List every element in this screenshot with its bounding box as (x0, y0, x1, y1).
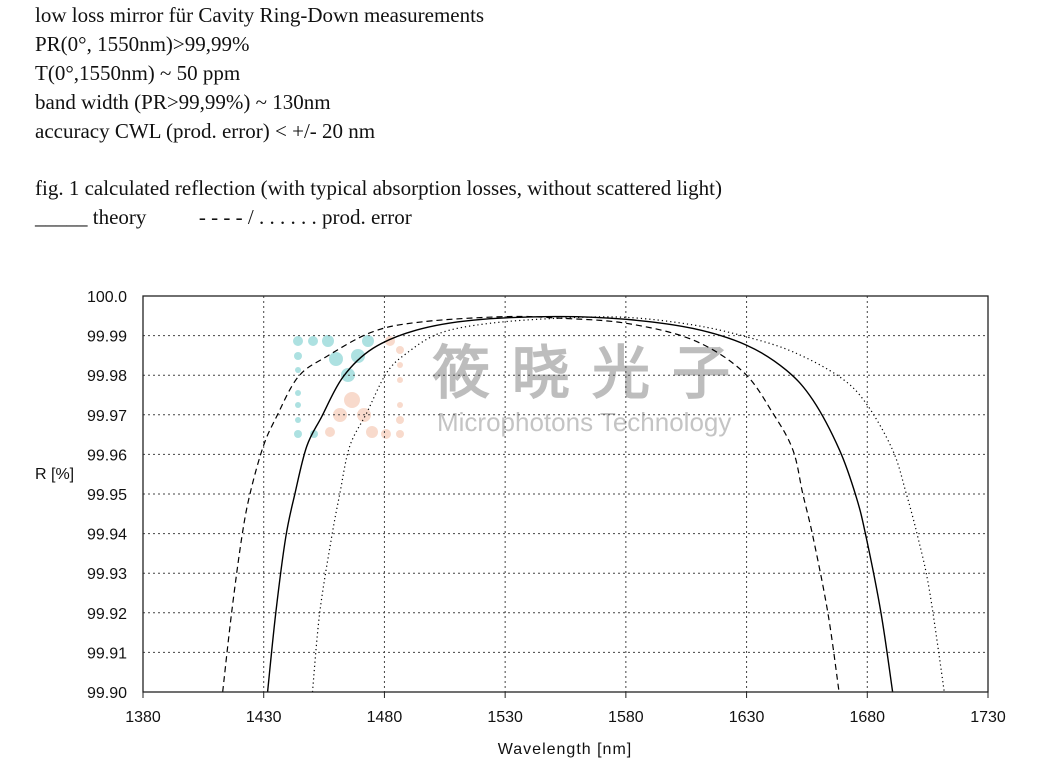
watermark-cn: 筱晓光子 (432, 339, 752, 407)
watermark-dot (351, 349, 365, 363)
series-line-dashed (222, 315, 840, 693)
x-tick-label: 1430 (246, 709, 282, 726)
watermark-dot (295, 390, 301, 396)
spec-line-2: PR(0°, 1550nm)>99,99% (35, 32, 250, 56)
y-tick-label: 99.98 (87, 368, 127, 385)
y-tick-label: 99.95 (87, 487, 127, 504)
spec-line-4: band width (PR>99,99%) ~ 130nm (35, 90, 331, 114)
watermark-dot (396, 346, 404, 354)
grid (143, 296, 988, 692)
watermark-dot (310, 430, 318, 438)
watermark-dot (295, 367, 301, 373)
spec-line-1: low loss mirror für Cavity Ring-Down mea… (35, 3, 485, 27)
x-ticks: 1380 1430 1480 1530 1580 1630 1680 1730 (125, 692, 1006, 726)
y-tick-label: 99.92 (87, 606, 127, 623)
watermark-dot (362, 335, 374, 347)
x-tick-label: 1580 (608, 709, 644, 726)
watermark-dot (397, 402, 403, 408)
spec-line-5: accuracy CWL (prod. error) < +/- 20 nm (35, 119, 376, 143)
watermark-dot (329, 352, 343, 366)
watermark-logo: 筱晓光子 Microphotons Technology (293, 335, 752, 439)
y-tick-label: 99.91 (87, 645, 127, 662)
y-tick-label: 99.90 (87, 685, 127, 702)
watermark-dot (396, 416, 404, 424)
watermark-dot (295, 417, 301, 423)
watermark-dot (397, 377, 403, 383)
y-tick-label: 99.96 (87, 447, 127, 464)
x-tick-label: 1630 (729, 709, 765, 726)
x-tick-label: 1380 (125, 709, 161, 726)
figure-caption: fig. 1 calculated reflection (with typic… (35, 176, 722, 200)
watermark-dot (294, 352, 302, 360)
x-axis-label: Wavelength [nm] (498, 741, 632, 758)
series-lines (222, 315, 945, 693)
x-tick-label: 1680 (849, 709, 885, 726)
watermark-dot (396, 430, 404, 438)
line-style-legend: _____ theory - - - - / . . . . . . prod.… (35, 205, 412, 229)
watermark-en: Microphotons Technology (437, 407, 731, 437)
watermark-dot (397, 362, 403, 368)
plot-frame (142, 295, 989, 693)
y-tick-label: 99.94 (87, 527, 127, 544)
y-tick-label: 99.99 (87, 329, 127, 346)
watermark-dot (325, 427, 335, 437)
y-tick-label: 100.0 (87, 289, 127, 306)
watermark-dot (366, 426, 378, 438)
x-tick-label: 1730 (970, 709, 1006, 726)
y-ticks: 100.0 99.99 99.98 99.97 99.96 99.95 99.94 99.93… (87, 289, 127, 702)
watermark-dots-icon (293, 335, 404, 439)
watermark-dot (295, 402, 301, 408)
spec-line-3: T(0°,1550nm) ~ 50 ppm (35, 61, 241, 85)
x-tick-label: 1480 (367, 709, 403, 726)
x-tick-label: 1530 (487, 709, 523, 726)
y-axis-label: R [%] (35, 466, 74, 483)
y-tick-label: 99.93 (87, 566, 127, 583)
y-tick-label: 99.97 (87, 408, 127, 425)
watermark-dot (308, 336, 318, 346)
series-line-solid (266, 315, 894, 693)
watermark-dot (322, 335, 334, 347)
watermark-dot (294, 430, 302, 438)
watermark-dot (381, 429, 391, 439)
watermark-dot (293, 336, 303, 346)
watermark-dot (344, 392, 360, 408)
